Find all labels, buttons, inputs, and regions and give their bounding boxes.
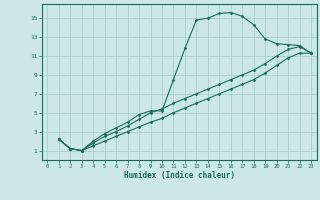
X-axis label: Humidex (Indice chaleur): Humidex (Indice chaleur): [124, 171, 235, 180]
